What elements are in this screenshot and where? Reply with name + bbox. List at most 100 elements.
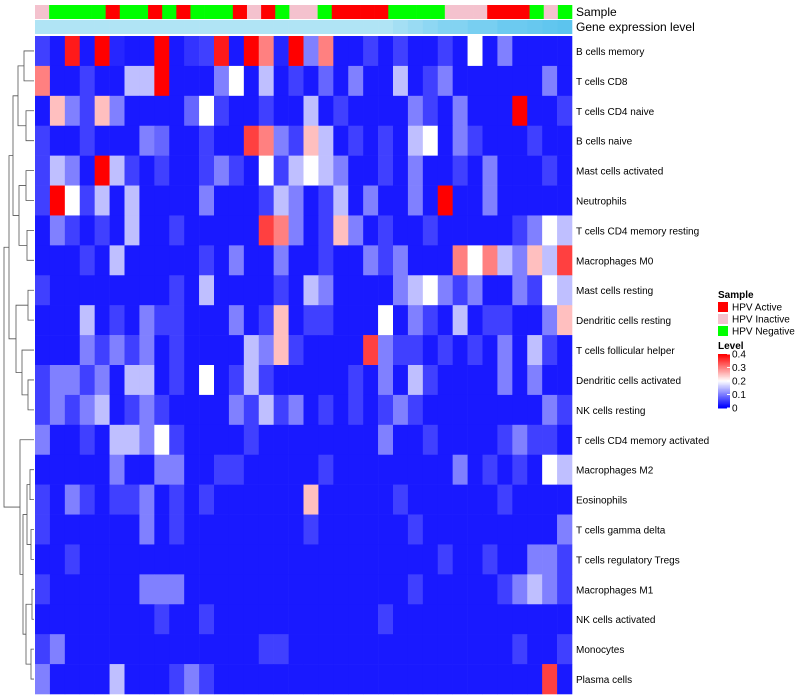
heatmap-cell: [184, 245, 200, 276]
heatmap-cell: [199, 245, 215, 276]
level-legend-gradient: [718, 368, 730, 371]
heatmap-cell: [49, 544, 66, 575]
heatmap-cell: [109, 365, 125, 396]
heatmap-cell: [527, 215, 543, 246]
heatmap-cell: [333, 305, 349, 336]
row-label: T cells CD8: [576, 77, 628, 88]
heatmap-cell: [452, 155, 468, 186]
heatmap-cell: [214, 514, 230, 545]
heatmap-cell: [35, 424, 51, 456]
heatmap-cell: [318, 484, 334, 515]
heatmap-cell: [542, 394, 558, 426]
heatmap-cell: [49, 155, 66, 186]
heatmap-cell: [109, 574, 125, 605]
level-legend-gradient: [718, 356, 730, 359]
dendrogram-branch: [27, 289, 34, 321]
heatmap-cell: [363, 155, 379, 186]
heatmap-cell: [557, 514, 573, 545]
heatmap-cell: [79, 305, 95, 336]
sample-annotation-cell: [162, 5, 177, 19]
heatmap-cell: [35, 664, 51, 695]
heatmap-cell: [318, 634, 334, 665]
heatmap-cell: [407, 574, 424, 605]
heatmap-cell: [542, 365, 558, 396]
heatmap-cell: [303, 574, 319, 605]
heatmap-cell: [393, 604, 409, 635]
heatmap-cell: [497, 125, 513, 156]
heatmap-cell: [79, 36, 95, 67]
heatmap-cell: [422, 544, 439, 575]
heatmap-cell: [109, 155, 125, 186]
heatmap-cell: [49, 424, 66, 456]
heatmap-cell: [214, 604, 230, 635]
sample-annotation-cell: [77, 5, 92, 19]
heatmap-cell: [303, 305, 319, 336]
heatmap-cell: [288, 36, 304, 67]
sample-legend-swatch: [718, 314, 728, 324]
heatmap-cell: [184, 65, 200, 97]
heatmap-cell: [557, 335, 573, 366]
heatmap-cell: [303, 664, 319, 695]
heatmap-cell: [512, 305, 528, 336]
heatmap-cell: [527, 514, 543, 545]
heatmap-cell: [422, 65, 439, 97]
heatmap-cell: [333, 424, 349, 456]
heatmap-cell: [288, 454, 304, 485]
heatmap-cell: [333, 604, 349, 635]
heatmap-cell: [154, 215, 170, 246]
heatmap-cell: [482, 544, 498, 575]
heatmap-cell: [407, 394, 424, 426]
level-legend-gradient: [718, 395, 730, 398]
heatmap-cell: [124, 544, 140, 575]
level-legend-title: Level: [718, 341, 744, 352]
heatmap-cell: [258, 634, 274, 665]
level-legend-gradient: [718, 405, 730, 408]
expression-annotation-track: [35, 20, 573, 34]
heatmap-cell: [512, 36, 528, 67]
heatmap-cell: [393, 245, 409, 276]
heatmap-cell: [64, 424, 81, 456]
heatmap-cell: [64, 544, 81, 575]
heatmap-cell: [557, 305, 573, 336]
heatmap-cell: [94, 365, 110, 396]
heatmap-cell: [303, 454, 319, 485]
heatmap-cell: [467, 65, 483, 97]
heatmap-cell: [348, 484, 364, 515]
expression-annotation-cell: [94, 20, 110, 34]
heatmap-cell: [333, 125, 349, 156]
heatmap-cell: [214, 574, 230, 605]
heatmap-cell: [243, 155, 260, 186]
heatmap-cell: [79, 634, 95, 665]
sample-annotation-cell: [289, 5, 304, 19]
heatmap-cell: [243, 245, 260, 276]
heatmap-cell: [557, 125, 573, 156]
heatmap-cell: [109, 36, 125, 67]
sample-legend-swatch: [718, 302, 728, 312]
sample-annotation-cell: [388, 5, 403, 19]
heatmap-cell: [542, 484, 558, 515]
heatmap-cell: [258, 514, 274, 545]
heatmap-cell: [422, 275, 439, 306]
heatmap-cell: [243, 125, 260, 156]
expression-annotation-cell: [199, 20, 215, 34]
heatmap-cell: [422, 394, 439, 426]
heatmap-cell: [139, 155, 155, 186]
heatmap-cell: [467, 634, 483, 665]
heatmap-cell: [452, 95, 468, 127]
heatmap-cell: [482, 95, 498, 127]
heatmap-cell: [49, 95, 66, 127]
level-legend-gradient: [718, 382, 730, 385]
heatmap-cell: [512, 335, 528, 366]
heatmap-cell: [378, 275, 394, 306]
heatmap-cell: [109, 215, 125, 246]
heatmap-cell: [169, 95, 185, 127]
heatmap-cell: [333, 65, 349, 97]
heatmap-cell: [288, 365, 304, 396]
dendrogram-branch: [3, 246, 20, 508]
row-label: Eosinophils: [576, 496, 627, 507]
heatmap-cell: [407, 514, 424, 545]
heatmap-cell: [124, 394, 140, 426]
heatmap-cell: [437, 484, 453, 515]
heatmap-cell: [154, 365, 170, 396]
heatmap-cell: [49, 125, 66, 156]
